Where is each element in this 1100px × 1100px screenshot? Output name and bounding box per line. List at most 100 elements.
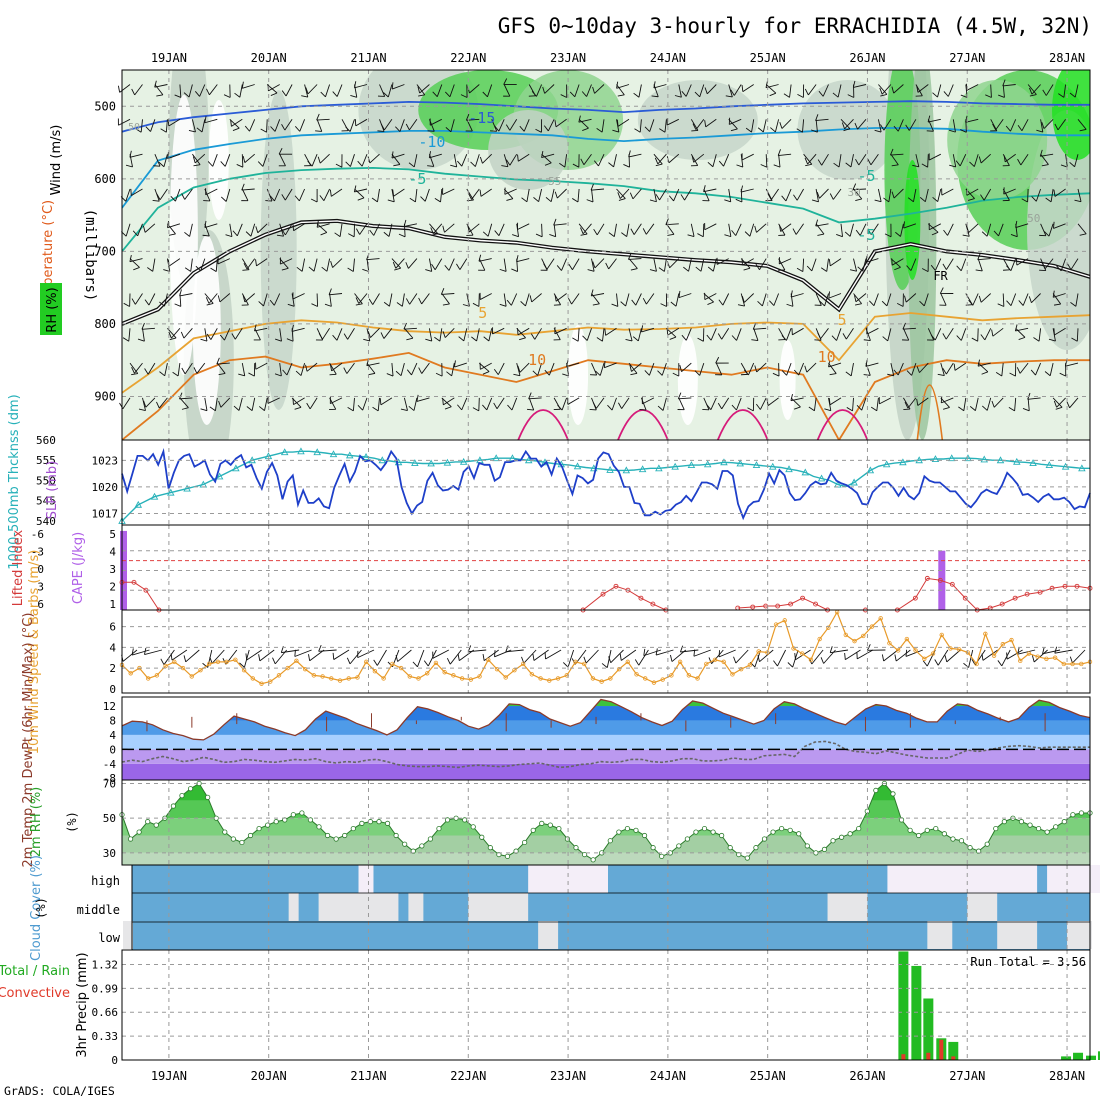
wind-barb-shaft	[129, 258, 143, 263]
wind-barb-flag	[796, 267, 804, 272]
wind-barb-flag	[841, 122, 846, 129]
wind-barb-flag	[310, 198, 318, 203]
wind-speed-marker	[695, 676, 700, 681]
upper-wind-barb	[694, 84, 705, 98]
day-label-bottom: 20JAN	[251, 1069, 287, 1083]
wind-barb-shaft	[668, 153, 680, 164]
contour-label: -10	[418, 133, 445, 151]
wind-speed-marker	[433, 660, 439, 666]
wind-barb-shaft	[164, 363, 168, 376]
wind-barb-flag	[286, 338, 294, 342]
wind-barb-flag	[939, 287, 944, 294]
wind-barb-flag	[427, 130, 435, 132]
upper-wind-barb	[592, 258, 605, 269]
wind-speed-marker	[1009, 637, 1014, 643]
upper-wind-barb	[444, 258, 455, 271]
upper-wind-barb	[316, 223, 328, 236]
wind-barb-shaft	[1035, 188, 1042, 202]
upper-wind-barb	[865, 255, 879, 263]
wind-barb-flag	[425, 269, 432, 272]
upper-wind-barb	[267, 396, 280, 404]
wind-barb-flag	[578, 115, 581, 123]
surface-wind-barb	[373, 649, 387, 666]
wind-barb-flag	[581, 91, 587, 97]
upper-wind-barb	[902, 322, 916, 330]
upper-wind-barb	[628, 253, 642, 260]
upper-wind-barb	[1077, 223, 1087, 236]
cape-tick-label: 3	[109, 563, 116, 576]
upper-wind-barb	[1045, 188, 1054, 203]
wind-barb-flag	[874, 129, 882, 133]
upper-wind-barb	[465, 119, 473, 132]
wind-barb-shaft	[154, 84, 164, 96]
surface-wind-barb	[308, 649, 325, 662]
rh-marker	[290, 812, 296, 818]
temp-band	[122, 734, 1090, 750]
upper-wind-barb	[217, 257, 230, 265]
wind-barb-flag	[1070, 302, 1077, 307]
wind-barb-flag	[517, 154, 519, 162]
upper-wind-barb	[512, 223, 519, 238]
upper-wind-barb	[978, 293, 992, 303]
cape-tick-label: 1	[109, 598, 116, 611]
wind-barb-flag	[778, 339, 786, 341]
thickness-marker	[329, 450, 338, 458]
upper-wind-barb	[445, 119, 455, 133]
rh-marker	[1044, 829, 1050, 835]
upper-wind-barb	[129, 258, 140, 271]
upper-wind-barb	[236, 154, 244, 168]
wind-barb-shaft	[518, 153, 530, 162]
contour-label: 10	[818, 348, 836, 366]
wind-barb-flag	[966, 83, 968, 91]
wind-speed-marker	[756, 649, 761, 654]
lifted-index-line	[122, 581, 160, 611]
wind-barb-shaft	[905, 293, 917, 303]
wind-barb-shaft	[144, 649, 163, 655]
rh-marker	[444, 817, 451, 823]
wind-barb-flag	[181, 367, 186, 375]
upper-wind-barb	[520, 293, 530, 307]
wind-barb-shaft	[643, 649, 662, 657]
upper-wind-barb	[993, 223, 1004, 237]
rh-marker	[804, 843, 810, 849]
rh-dry-4	[677, 335, 698, 425]
wind-barb-shaft	[224, 328, 231, 341]
wind-barb-shaft	[736, 328, 742, 341]
wind-barb-flag	[408, 405, 415, 411]
wind-barb-shaft	[1074, 84, 1079, 98]
wind-barb-flag	[1043, 231, 1050, 237]
upper-wind-barb	[995, 363, 1004, 377]
wind-barb-shaft	[853, 258, 858, 272]
wind-barb-flag	[281, 124, 286, 131]
upper-wind-barb	[790, 394, 804, 402]
wind-barb-flag	[580, 233, 588, 236]
upper-wind-barb	[246, 397, 256, 411]
upper-wind-barb	[1052, 397, 1063, 410]
wind-speed-marker	[416, 676, 421, 681]
wind-barb-flag	[398, 233, 406, 238]
wind-barb-shaft	[778, 154, 781, 168]
wind-barb-shaft	[968, 649, 974, 668]
upper-wind-barb	[307, 154, 318, 167]
upper-wind-barb	[728, 118, 738, 132]
wind-barb-flag	[943, 407, 950, 410]
rh-marker	[641, 832, 648, 839]
upper-wind-barb	[697, 223, 705, 238]
wind-barb-shaft	[498, 119, 505, 132]
upper-wind-barb	[697, 328, 705, 342]
upper-wind-barb	[179, 289, 193, 297]
wind-barb-flag	[717, 402, 723, 410]
upper-wind-barb	[257, 154, 268, 167]
slp-line	[121, 447, 1091, 521]
wind-barb-flag	[205, 188, 207, 195]
wind-barb-flag	[446, 371, 452, 377]
wind-barb-shaft	[749, 223, 755, 237]
thickness-marker	[866, 466, 875, 474]
upper-wind-barb	[655, 188, 667, 201]
upper-wind-barb	[590, 362, 598, 376]
upper-wind-barb	[912, 154, 920, 168]
thickness-tick-label: 540	[36, 515, 56, 528]
rh-marker	[213, 815, 219, 821]
wind-barb-shaft	[137, 223, 143, 237]
upper-wind-barb	[193, 362, 206, 374]
